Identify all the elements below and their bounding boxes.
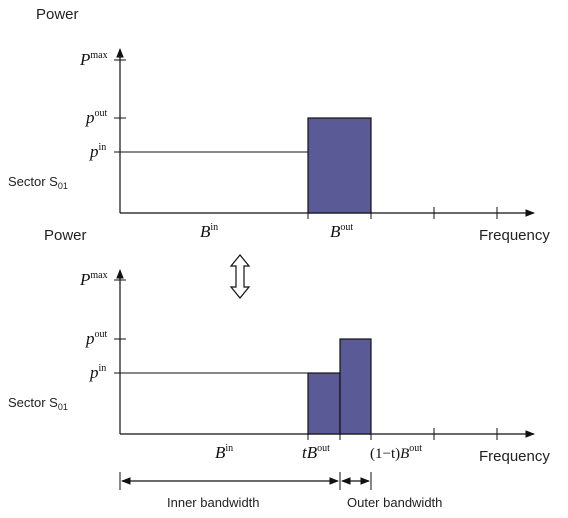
- top-sector-label: Sector S01: [8, 174, 68, 191]
- double-arrow-icon: [229, 254, 251, 299]
- bottom-sector-label: Sector S01: [8, 395, 68, 412]
- top-bout-label: Bout: [330, 222, 353, 241]
- bottom-pout-label: pout: [85, 329, 108, 348]
- bottom-power-axis-title: Power: [44, 227, 87, 244]
- bottom-pin-label: pin: [89, 363, 106, 382]
- bottom-pmax-label: Pmax: [79, 270, 108, 289]
- outer-bandwidth-label: Outer bandwidth: [347, 495, 442, 510]
- top-outer-band-bar: [307, 117, 372, 214]
- bottom-one-minus-t-bout-label: (1−t)Bout: [370, 443, 422, 462]
- top-frequency-axis-title: Frequency: [479, 227, 550, 244]
- inner-bandwidth-label: Inner bandwidth: [167, 495, 260, 510]
- bottom-outer-share-bar: [339, 338, 372, 435]
- bottom-bin-label: Bin: [215, 443, 233, 462]
- top-power-axis-title: Power: [36, 6, 79, 23]
- bottom-inner-share-bar: [307, 372, 341, 435]
- bottom-tbout-label: tBout: [302, 443, 330, 462]
- bottom-frequency-axis-title: Frequency: [479, 448, 550, 465]
- top-pmax-label: Pmax: [79, 50, 108, 69]
- top-pout-label: pout: [85, 108, 108, 127]
- top-pin-label: pin: [89, 142, 106, 161]
- top-bin-label: Bin: [200, 222, 218, 241]
